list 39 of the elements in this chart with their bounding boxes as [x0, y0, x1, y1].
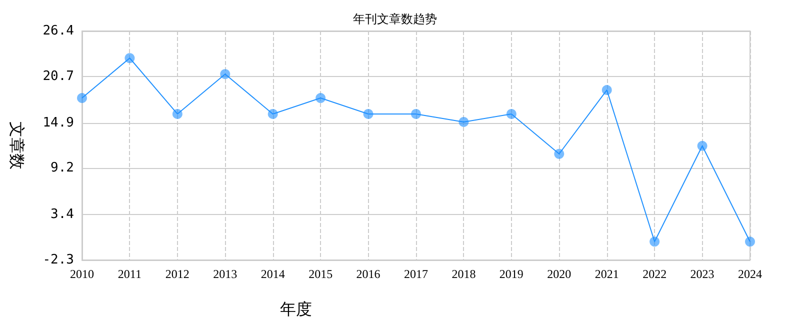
x-tick-label: 2013: [213, 267, 238, 281]
x-tick-label: 2018: [452, 267, 476, 281]
point: [172, 108, 182, 119]
point: [411, 108, 421, 119]
point: [506, 108, 516, 119]
point: [316, 93, 326, 104]
y-tick-label: 3.4: [50, 207, 74, 222]
chart-title: 年刊文章数趋势: [353, 12, 437, 26]
y-axis-title: 文章数: [8, 122, 26, 170]
x-tick-label: 2014: [260, 267, 285, 281]
point: [650, 236, 660, 247]
x-tick-label: 2017: [404, 267, 428, 281]
y-tick-label: 26.4: [42, 24, 74, 38]
x-tick-label: 2023: [690, 267, 714, 281]
x-tick-label: 2022: [642, 267, 667, 281]
point: [697, 140, 708, 151]
x-tick-label: 2024: [738, 267, 762, 281]
y-tick-label: 20.7: [42, 68, 74, 84]
x-tick-label: 2019: [499, 267, 524, 281]
x-axis-title: 年度: [280, 300, 312, 318]
y-tick-label: 14.9: [42, 115, 74, 130]
x-tick-label: 2010: [70, 267, 94, 281]
point: [554, 148, 564, 159]
y-tick-label: 9.2: [50, 160, 74, 176]
x-tick-label: 2021: [594, 267, 619, 281]
point: [124, 53, 135, 64]
x-tick-label: 2012: [165, 267, 190, 281]
x-tick-label: 2015: [308, 267, 333, 281]
x-tick-label: 2016: [356, 267, 380, 281]
point: [363, 108, 374, 119]
x-tick-label: 2011: [118, 267, 142, 281]
y-tick-label: -2.3: [42, 252, 74, 268]
point: [602, 85, 612, 96]
x-tick-label: 2020: [547, 267, 572, 281]
point: [745, 236, 755, 247]
point: [268, 108, 278, 119]
point: [77, 93, 87, 104]
point: [458, 116, 469, 127]
point: [220, 69, 230, 80]
